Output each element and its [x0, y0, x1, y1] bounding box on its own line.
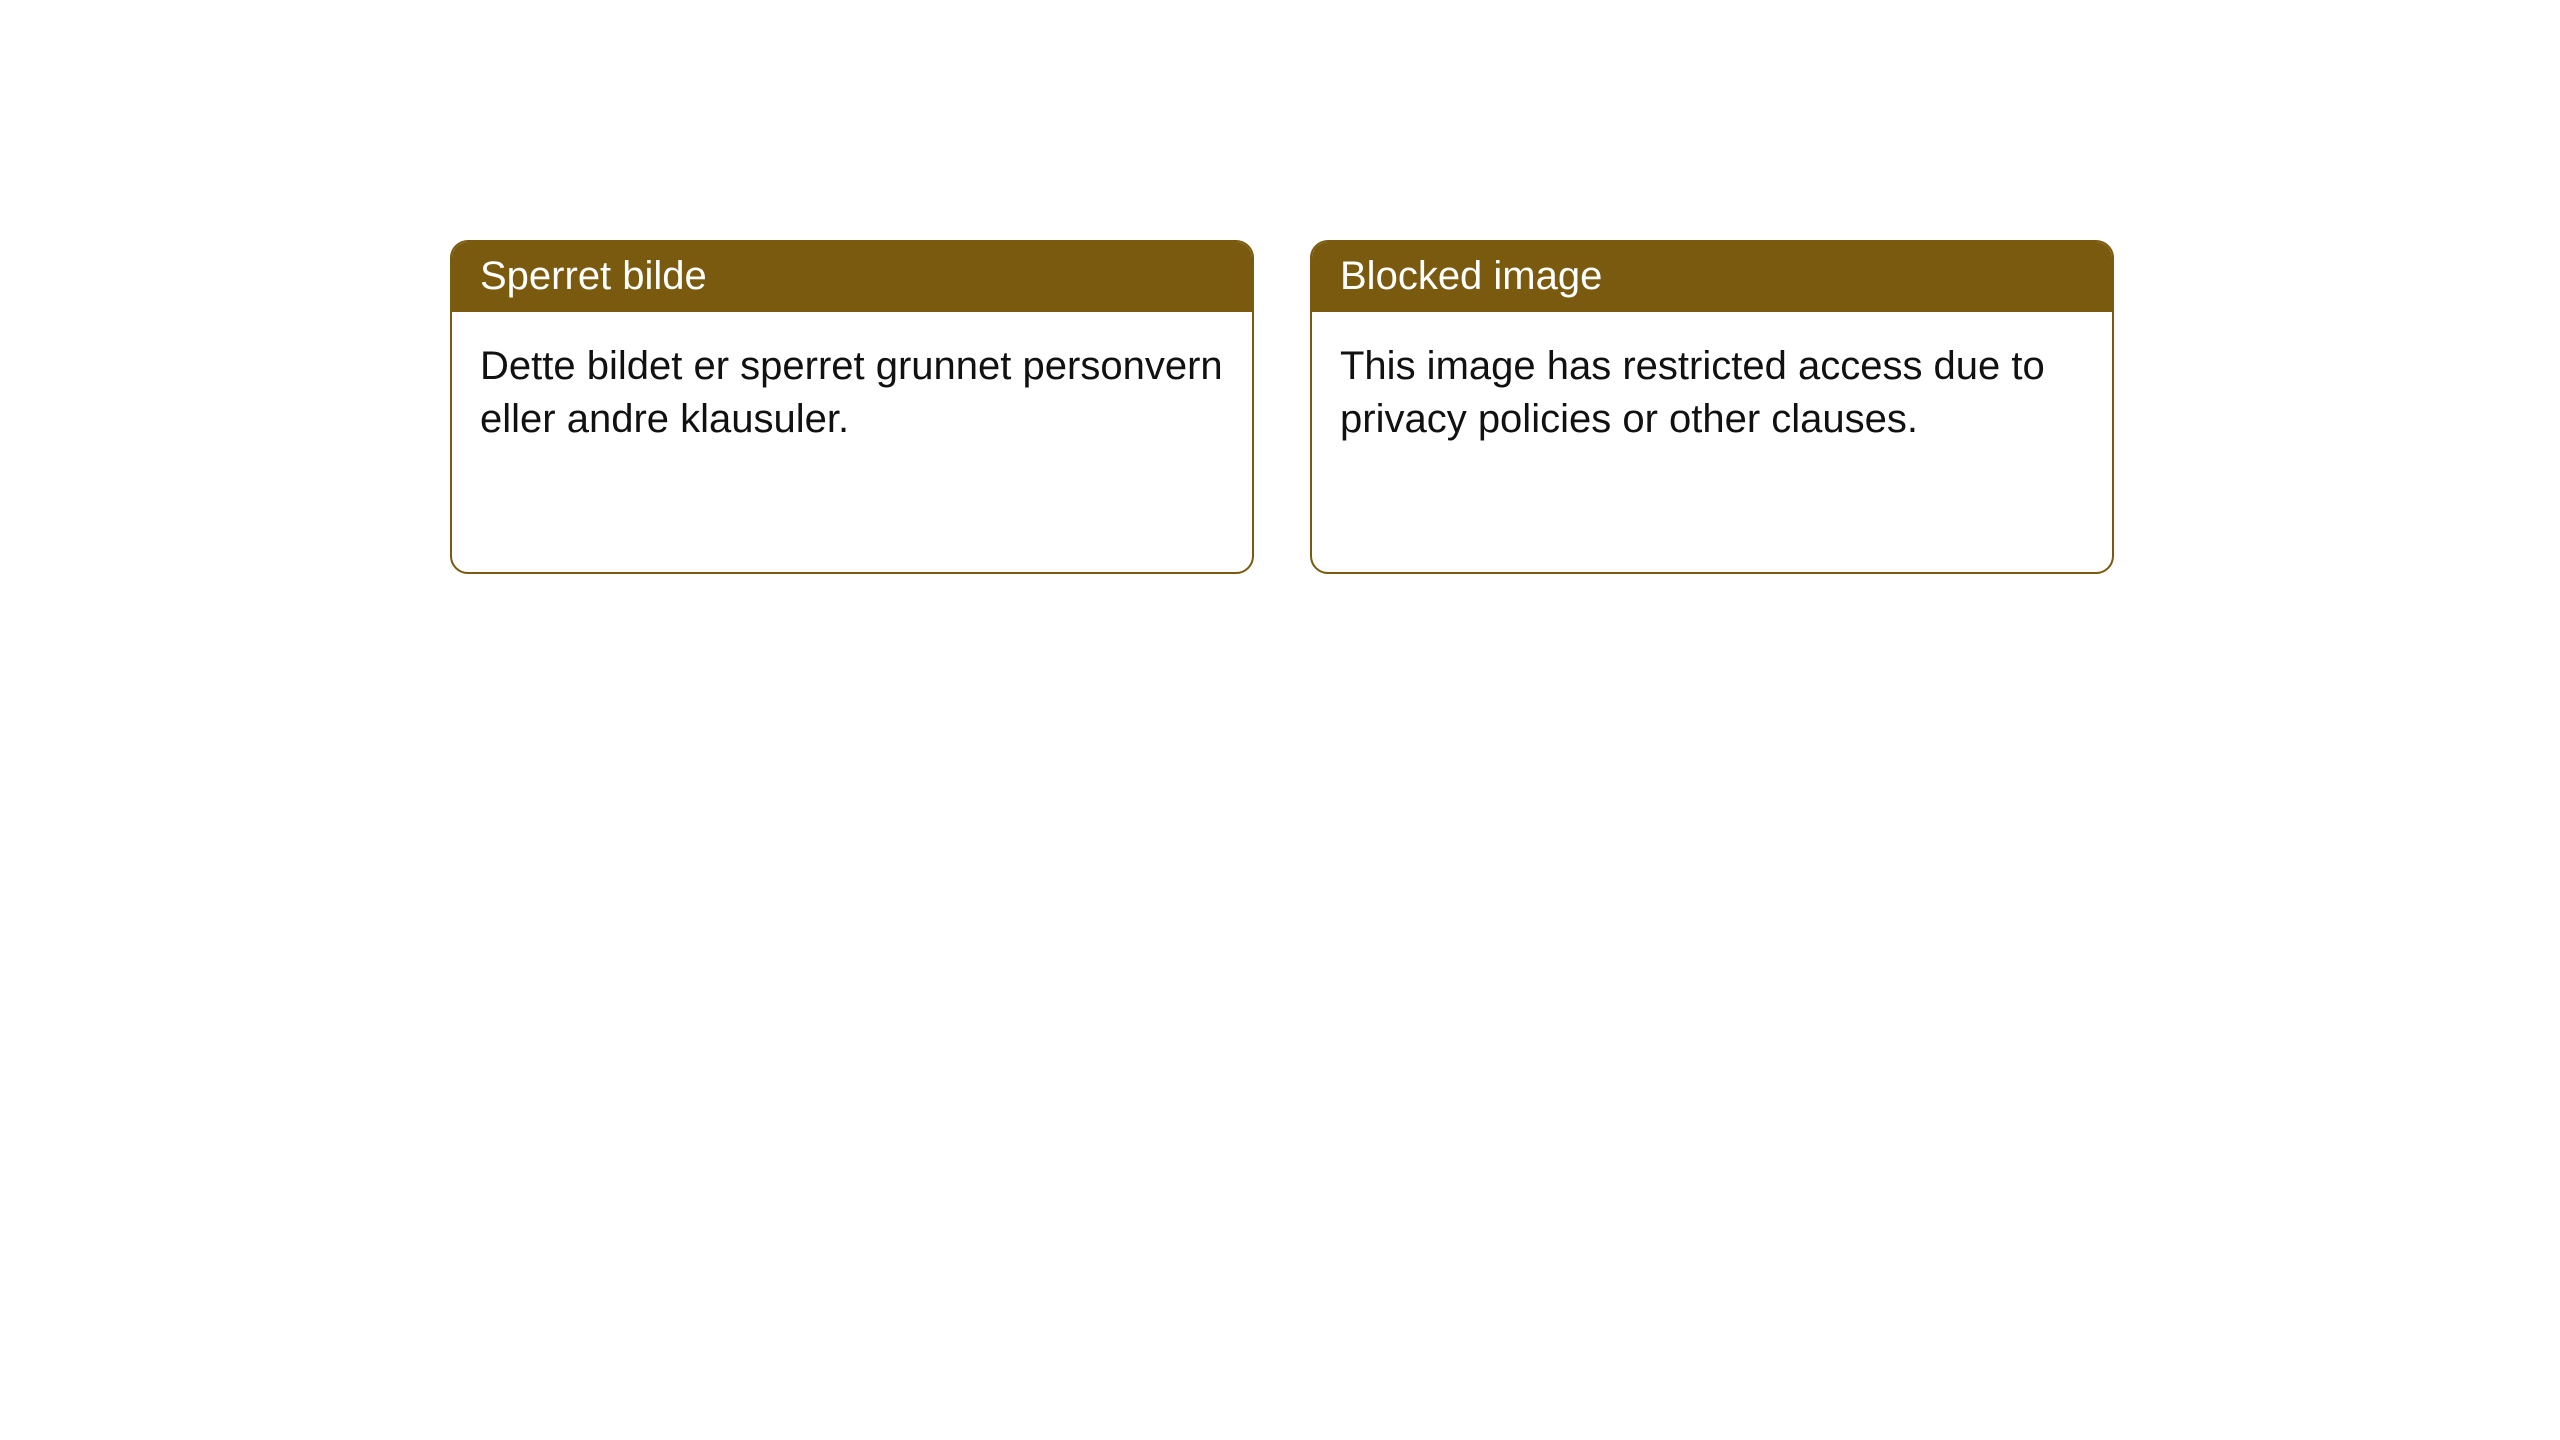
- blocked-image-card-en: Blocked image This image has restricted …: [1310, 240, 2114, 574]
- card-title-no: Sperret bilde: [480, 254, 707, 298]
- card-header-no: Sperret bilde: [452, 242, 1252, 312]
- blocked-image-card-no: Sperret bilde Dette bildet er sperret gr…: [450, 240, 1254, 574]
- card-body-en: This image has restricted access due to …: [1312, 312, 2112, 572]
- card-body-no: Dette bildet er sperret grunnet personve…: [452, 312, 1252, 572]
- card-title-en: Blocked image: [1340, 254, 1602, 298]
- card-header-en: Blocked image: [1312, 242, 2112, 312]
- card-message-en: This image has restricted access due to …: [1340, 344, 2045, 441]
- card-message-no: Dette bildet er sperret grunnet personve…: [480, 344, 1223, 441]
- notice-cards-row: Sperret bilde Dette bildet er sperret gr…: [0, 0, 2560, 574]
